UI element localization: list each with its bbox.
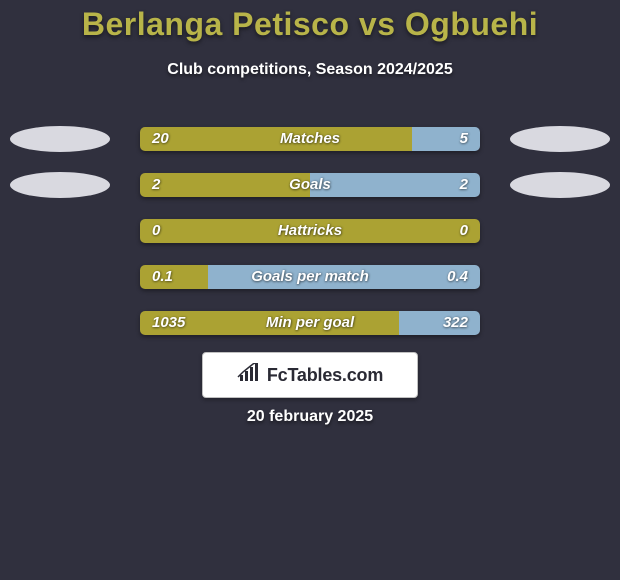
player-right-marker — [510, 172, 610, 198]
bar-segment-right — [208, 265, 480, 289]
bar-segment-left — [140, 265, 208, 289]
bar-segment-left — [140, 127, 412, 151]
player-left-marker — [10, 172, 110, 198]
page-title: Berlanga Petisco vs Ogbuehi — [0, 6, 620, 43]
bar-segment-left — [140, 219, 480, 243]
stat-value-right: 322 — [443, 311, 468, 335]
comparison-infographic: Berlanga Petisco vs Ogbuehi Club competi… — [0, 0, 620, 580]
stat-value-right: 0 — [460, 219, 468, 243]
page-subtitle: Club competitions, Season 2024/2025 — [0, 61, 620, 79]
stat-value-right: 5 — [460, 127, 468, 151]
bar-segment-right — [310, 173, 480, 197]
stat-row: 1035322Min per goal — [0, 304, 620, 350]
bar-segment-right — [412, 127, 480, 151]
source-badge[interactable]: FcTables.com — [202, 352, 418, 398]
stat-row: 205Matches — [0, 120, 620, 166]
stat-row: 22Goals — [0, 166, 620, 212]
stat-bar: 1035322Min per goal — [140, 311, 480, 335]
stat-bar: 205Matches — [140, 127, 480, 151]
stat-value-right: 0.4 — [447, 265, 468, 289]
brand-text: FcTables.com — [267, 365, 383, 386]
stat-row: 0.10.4Goals per match — [0, 258, 620, 304]
player-right-marker — [510, 126, 610, 152]
stat-value-left: 2 — [152, 173, 160, 197]
chart-icon — [237, 363, 261, 388]
stat-bar: 00Hattricks — [140, 219, 480, 243]
stat-value-left: 0 — [152, 219, 160, 243]
stat-bar: 22Goals — [140, 173, 480, 197]
stat-value-right: 2 — [460, 173, 468, 197]
stat-rows: 205Matches22Goals00Hattricks0.10.4Goals … — [0, 120, 620, 350]
player-left-marker — [10, 126, 110, 152]
stat-value-left: 20 — [152, 127, 169, 151]
date-text: 20 february 2025 — [0, 408, 620, 426]
bar-segment-left — [140, 173, 310, 197]
stat-row: 00Hattricks — [0, 212, 620, 258]
stat-value-left: 0.1 — [152, 265, 173, 289]
stat-bar: 0.10.4Goals per match — [140, 265, 480, 289]
stat-value-left: 1035 — [152, 311, 185, 335]
